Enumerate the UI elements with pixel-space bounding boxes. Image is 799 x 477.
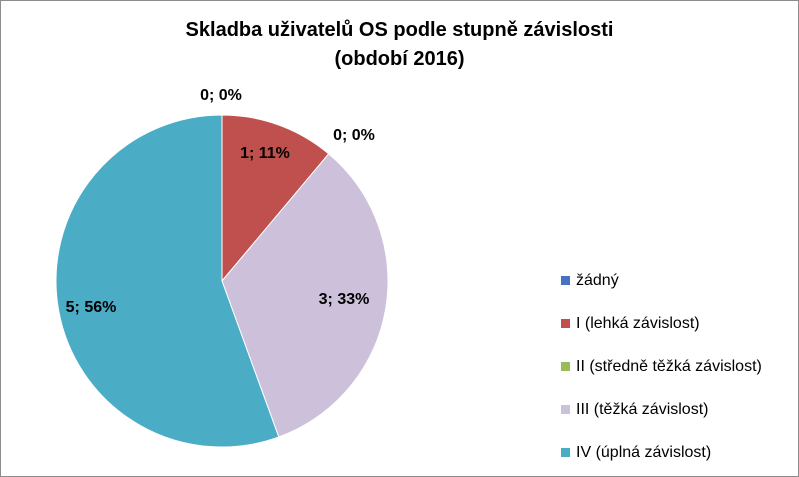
legend-item-i: I (lehká závislost)	[561, 302, 762, 345]
legend-item-ii: II (středně těžká závislost)	[561, 345, 762, 388]
legend-swatch	[561, 362, 570, 371]
legend-item-zadny: žádný	[561, 259, 762, 302]
data-label: 1; 11%	[240, 145, 290, 162]
data-label: 0; 0%	[333, 127, 375, 144]
legend-swatch	[561, 276, 570, 285]
legend-label: IV (úplná závislost)	[576, 443, 712, 461]
pie-slice	[221, 153, 389, 438]
legend-swatch	[561, 319, 570, 328]
chart-title-line-1: Skladba uživatelů OS podle stupně závisl…	[185, 19, 614, 41]
legend-swatch	[561, 448, 570, 457]
legend: žádný I (lehká závislost) II (středně tě…	[561, 259, 762, 474]
legend-label: III (těžká závislost)	[576, 400, 709, 418]
data-label: 3; 33%	[319, 291, 370, 308]
legend-label: II (středně těžká závislost)	[576, 357, 762, 375]
pie-slice	[221, 114, 330, 283]
data-label: 5; 56%	[66, 299, 117, 316]
pie-slice	[55, 114, 280, 448]
legend-item-iv: IV (úplná závislost)	[561, 431, 762, 474]
chart-title-line-2: (období 2016)	[334, 48, 465, 70]
data-label: 0; 0%	[200, 87, 242, 104]
legend-swatch	[561, 405, 570, 414]
chart-title: Skladba uživatelů OS podle stupně závisl…	[1, 16, 798, 74]
legend-item-iii: III (těžká závislost)	[561, 388, 762, 431]
legend-label: žádný	[576, 271, 619, 289]
legend-label: I (lehká závislost)	[576, 314, 700, 332]
